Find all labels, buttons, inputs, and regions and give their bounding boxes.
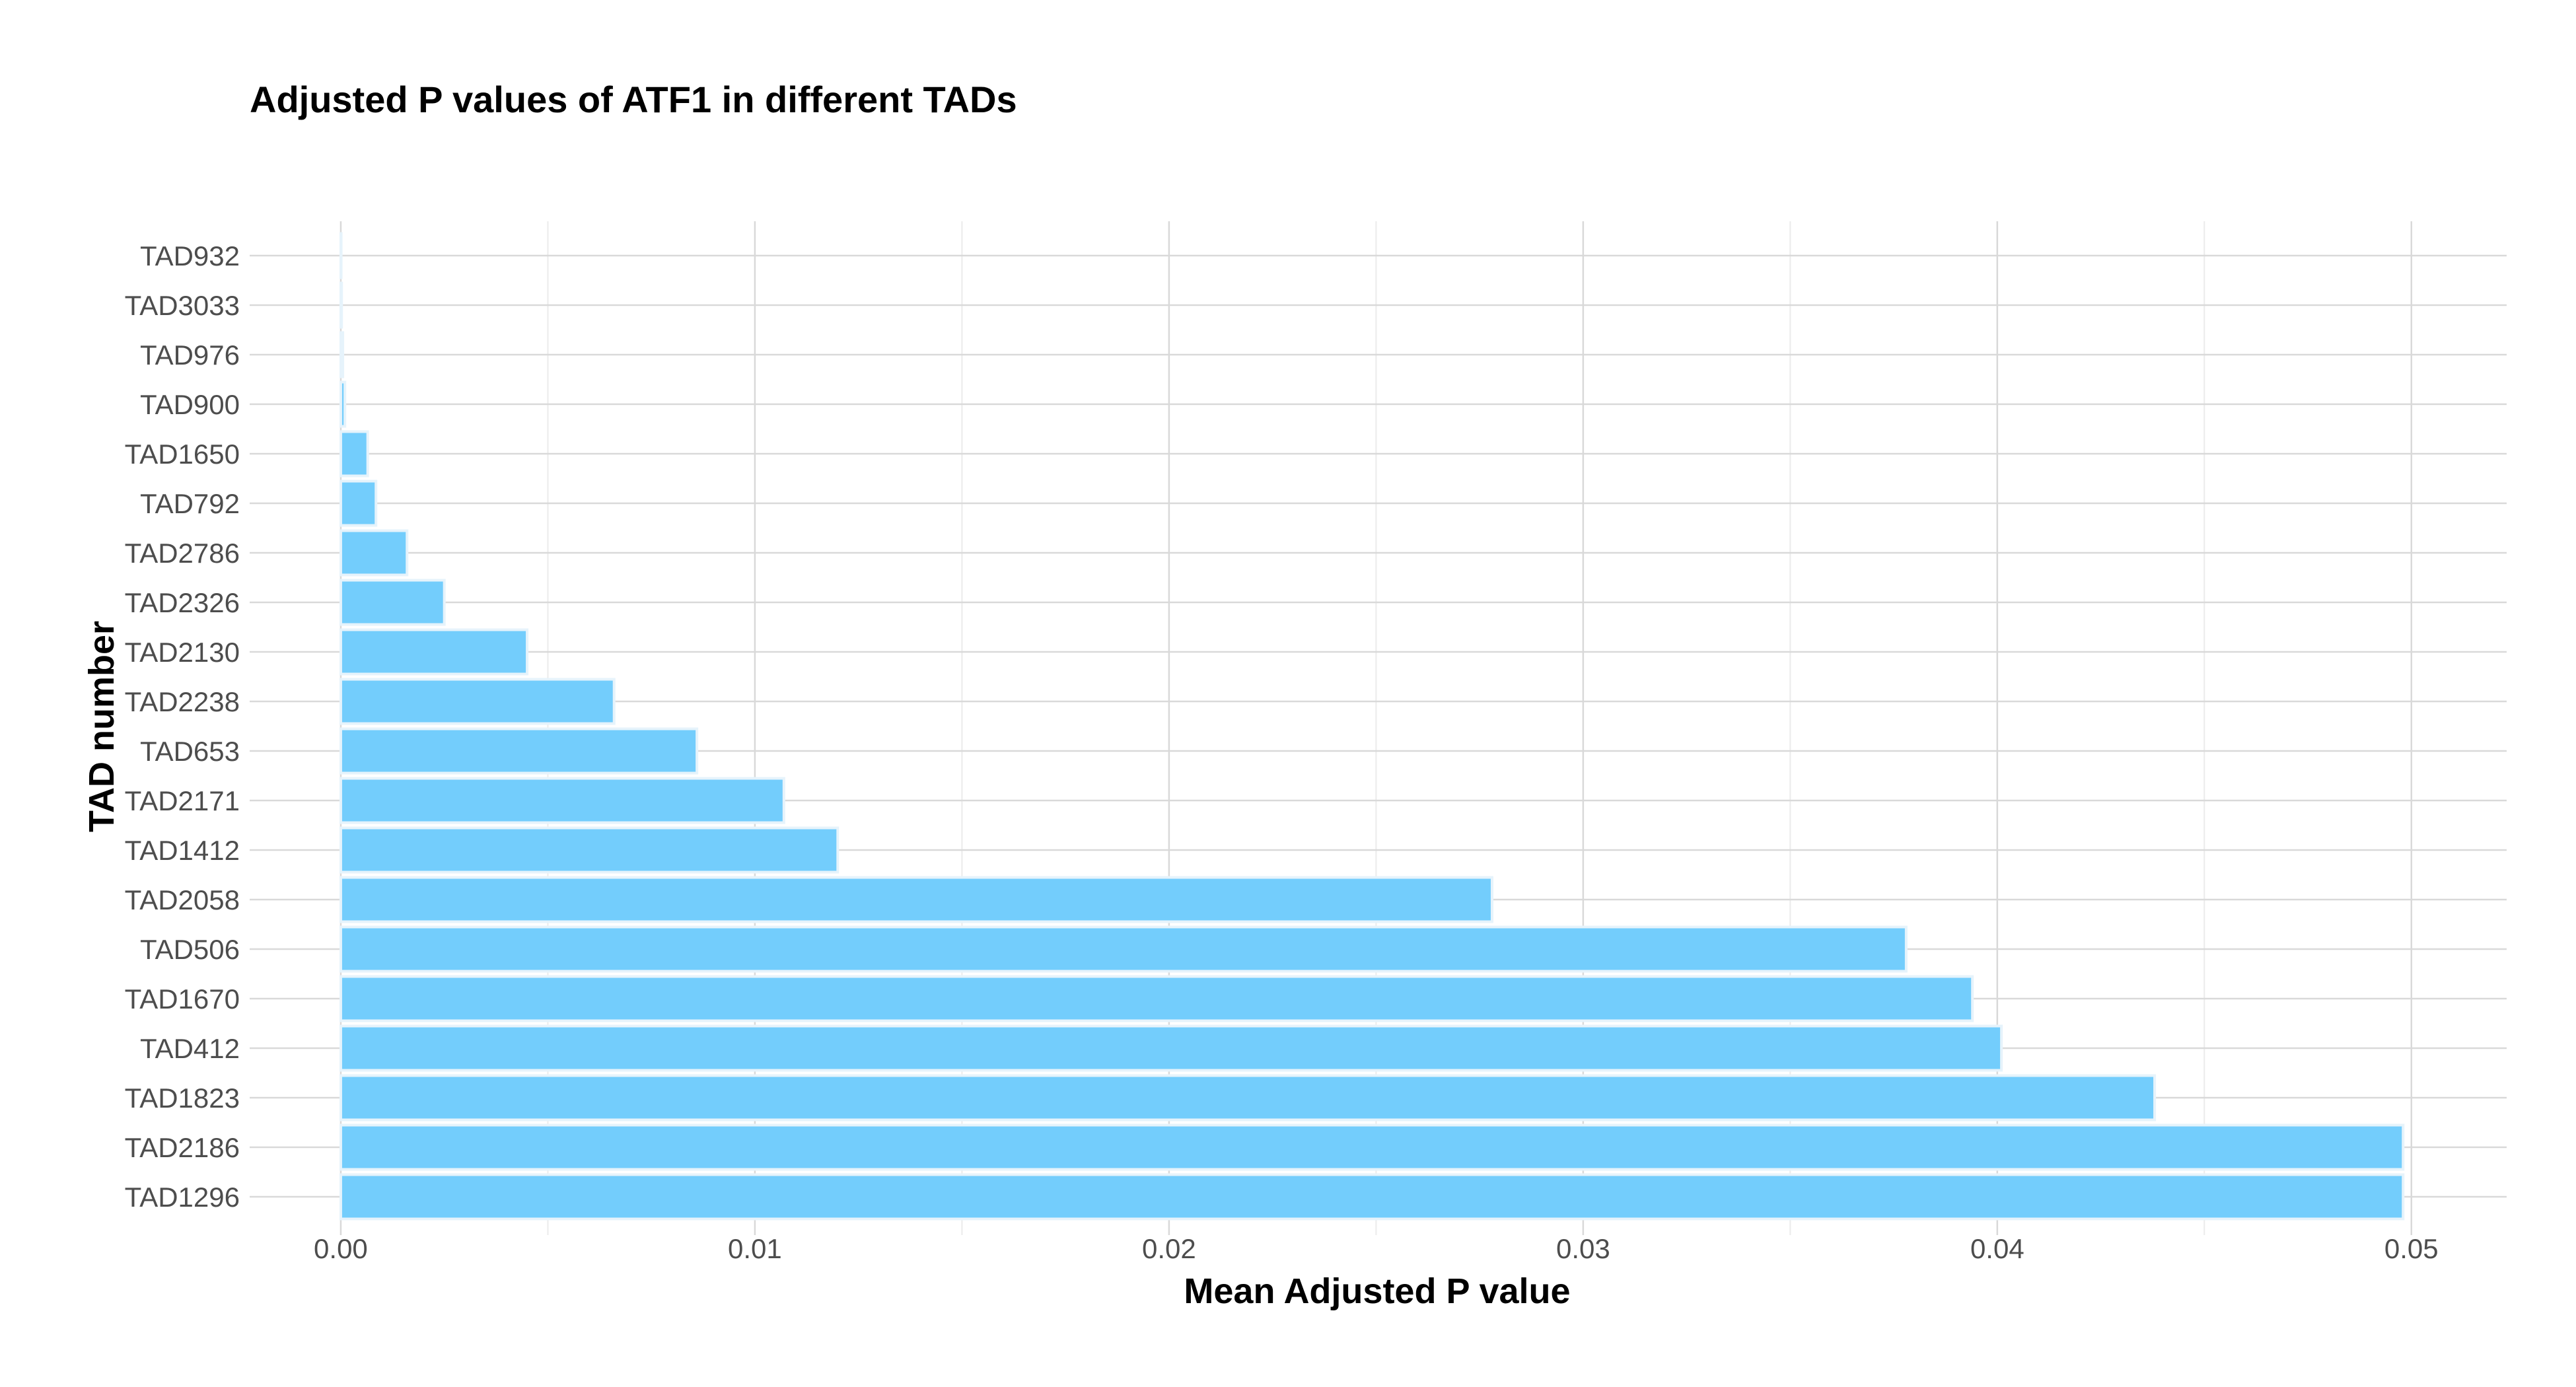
- y-tick-label: TAD1296: [125, 1182, 240, 1213]
- y-tick-label: TAD932: [140, 240, 240, 271]
- y-tick-label: TAD653: [140, 736, 240, 767]
- bar-TAD1650: [339, 430, 369, 478]
- chart-title: Adjusted P values of ATF1 in different T…: [250, 79, 1017, 120]
- y-tick-label: TAD1412: [125, 835, 240, 866]
- bar-TAD2238: [339, 678, 616, 725]
- x-tick-label: 0.00: [314, 1233, 368, 1264]
- y-tick-label: TAD2186: [125, 1132, 240, 1163]
- bar-TAD2058: [339, 876, 1493, 923]
- x-tick-label: 0.01: [728, 1233, 782, 1264]
- y-tick-label: TAD2326: [125, 587, 240, 618]
- y-tick-label: TAD2238: [125, 686, 240, 717]
- y-tick-label: TAD412: [140, 1033, 240, 1064]
- bar-TAD1412: [339, 826, 840, 874]
- bar-TAD2186: [339, 1123, 2405, 1171]
- y-tick-label: TAD1670: [125, 983, 240, 1014]
- y-tick-label: TAD1650: [125, 439, 240, 470]
- y-tick-label: TAD3033: [125, 290, 240, 321]
- y-axis-title: TAD number: [82, 621, 122, 832]
- bar-TAD1823: [339, 1074, 2157, 1121]
- bar-TAD506: [339, 925, 1908, 973]
- bar-TAD792: [339, 480, 378, 527]
- bar-TAD976: [339, 331, 345, 378]
- y-tick-label: TAD900: [140, 389, 240, 420]
- bar-TAD2326: [339, 579, 446, 626]
- y-tick-label: TAD2786: [125, 538, 240, 569]
- x-tick-label: 0.04: [1970, 1233, 2024, 1264]
- y-tick-label: TAD2171: [125, 785, 240, 816]
- x-tick-label: 0.05: [2384, 1233, 2439, 1264]
- bar-TAD412: [339, 1024, 2003, 1072]
- y-tick-label: TAD976: [140, 339, 240, 371]
- bar-TAD1296: [339, 1173, 2405, 1221]
- y-tick-label: TAD2130: [125, 637, 240, 668]
- y-tick-label: TAD792: [140, 488, 240, 519]
- bar-TAD2786: [339, 529, 409, 577]
- bar-TAD653: [339, 727, 699, 775]
- bar-TAD900: [339, 380, 347, 428]
- y-tick-label: TAD2058: [125, 884, 240, 915]
- x-axis-title: Mean Adjusted P value: [1184, 1271, 1570, 1311]
- x-tick-label: 0.02: [1142, 1233, 1196, 1264]
- bars: [339, 232, 2405, 1221]
- bar-TAD1670: [339, 975, 1974, 1022]
- y-tick-label: TAD1823: [125, 1083, 240, 1114]
- x-tick-labels: 0.00 0.01 0.02 0.03 0.04 0.05: [314, 1233, 2439, 1264]
- bar-TAD2171: [339, 777, 785, 824]
- bar-TAD2130: [339, 628, 529, 676]
- y-tick-label: TAD506: [140, 934, 240, 965]
- y-tick-labels: TAD932 TAD3033 TAD976 TAD900 TAD1650 TAD792 TA…: [125, 240, 240, 1213]
- x-tick-label: 0.03: [1556, 1233, 1610, 1264]
